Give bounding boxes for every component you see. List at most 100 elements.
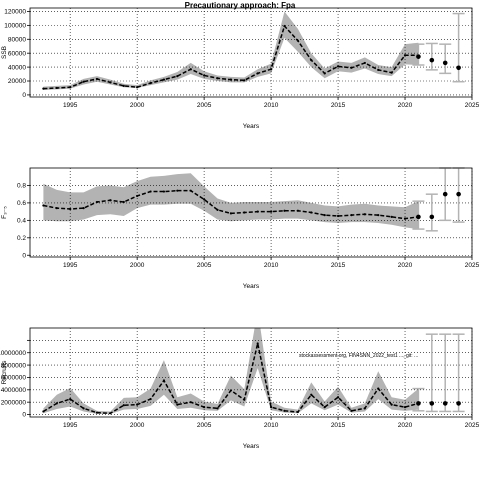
panel-3: 1995 2000 2005 2010 2015 2020 2025 0 2000000 4000… — [0, 327, 480, 450]
x-tick-label: 2000 — [130, 102, 145, 109]
data-point — [350, 214, 353, 217]
y-tick-label: 60000 — [8, 50, 26, 57]
forecast-point — [416, 54, 421, 59]
x-tick-label: 2005 — [197, 102, 212, 109]
data-point — [390, 215, 393, 218]
data-point — [310, 393, 313, 396]
data-point — [42, 410, 45, 413]
data-point — [189, 189, 192, 192]
x-axis-label: Years — [243, 123, 260, 130]
figure-title: Precautionary approach: Fpa — [185, 1, 296, 10]
data-point — [310, 211, 313, 214]
data-point — [162, 78, 166, 81]
data-point — [256, 342, 259, 345]
x-tick-label: 2020 — [398, 102, 413, 109]
x-tick-label: 2000 — [130, 422, 145, 429]
data-point — [162, 190, 166, 193]
y-axis-label: Recruits — [1, 360, 8, 385]
data-point — [336, 65, 340, 68]
plot-frame — [29, 7, 473, 98]
y-tick-label: 0.2 — [17, 235, 26, 242]
data-point — [42, 87, 45, 90]
confidence-band — [43, 328, 419, 414]
data-point — [377, 214, 380, 217]
data-point — [269, 210, 273, 213]
forecast-point — [416, 214, 421, 220]
y-axis-label: SSB — [1, 46, 8, 59]
data-point — [377, 68, 380, 71]
data-point — [336, 214, 340, 218]
panel-2: 1995 2000 2005 2010 2015 2020 2025 0 0.2 0.4 0.6 0.… — [1, 167, 480, 290]
x-tick-label: 2025 — [465, 262, 480, 269]
y-tick-label: 8000000 — [1, 362, 27, 369]
forecast-point — [442, 60, 448, 66]
data-point — [136, 403, 139, 406]
data-point — [69, 86, 72, 89]
data-point — [203, 406, 206, 409]
data-point — [243, 398, 246, 401]
data-point — [176, 403, 179, 406]
panel-1: 1995 2000 2005 2010 2015 2020 2025 0 20000 40000 6… — [1, 7, 480, 130]
data-point — [216, 407, 219, 410]
data-point — [149, 81, 152, 85]
x-tick-label: 1995 — [63, 262, 78, 269]
data-point — [82, 80, 85, 83]
data-point — [69, 207, 72, 211]
x-axis-label: Years — [243, 443, 260, 450]
confidence-band — [43, 11, 419, 91]
x-tick-label: 1995 — [63, 102, 78, 109]
data-point — [95, 200, 99, 204]
data-point — [162, 379, 166, 382]
y-tick-label: 0.4 — [17, 218, 26, 225]
data-point — [296, 410, 299, 414]
x-tick-label: 2005 — [197, 262, 212, 269]
y-tick-label: 80000 — [8, 36, 26, 43]
data-point — [149, 397, 152, 401]
data-point — [336, 396, 340, 399]
data-point — [310, 59, 313, 62]
plot-frame — [29, 167, 473, 258]
x-tick-label: 2010 — [264, 102, 279, 109]
y-axis-label: F₃₋₅ — [1, 206, 8, 219]
x-tick-label: 2025 — [465, 102, 480, 109]
data-point — [243, 79, 246, 82]
data-point — [122, 200, 125, 204]
data-point — [283, 409, 286, 412]
data-point — [109, 412, 112, 415]
data-point — [136, 86, 139, 89]
data-point — [55, 207, 58, 210]
data-point — [55, 86, 58, 90]
y-tick-label: 10000000 — [0, 350, 26, 357]
data-point — [363, 407, 366, 410]
data-point — [269, 68, 273, 71]
forecast-point — [442, 191, 448, 197]
data-point — [390, 71, 393, 74]
data-point — [69, 397, 72, 401]
forecast-point — [456, 65, 461, 71]
watermark: stockassessment.org, FIN4SNN_2022_test1 … — [299, 353, 418, 359]
data-point — [149, 190, 152, 193]
y-tick-label: 0.8 — [17, 183, 26, 190]
data-point — [176, 189, 179, 192]
data-point — [256, 210, 259, 213]
data-point — [363, 213, 366, 216]
y-tick-label: 4000000 — [1, 387, 27, 394]
x-tick-label: 2015 — [331, 422, 346, 429]
forecast-point — [429, 57, 435, 63]
data-point — [229, 78, 233, 81]
x-tick-label: 2000 — [130, 262, 145, 269]
data-point — [176, 75, 179, 78]
data-point — [283, 209, 286, 212]
data-point — [377, 387, 380, 390]
data-point — [323, 214, 326, 217]
y-tick-label: 40000 — [8, 64, 26, 71]
y-tick-label: 0 — [22, 412, 26, 419]
x-tick-label: 1995 — [63, 422, 78, 429]
data-point — [323, 72, 326, 75]
data-point — [55, 402, 58, 405]
data-point — [189, 401, 192, 404]
y-tick-label: 20000 — [8, 78, 26, 85]
data-point — [122, 404, 125, 407]
data-point — [229, 212, 233, 215]
